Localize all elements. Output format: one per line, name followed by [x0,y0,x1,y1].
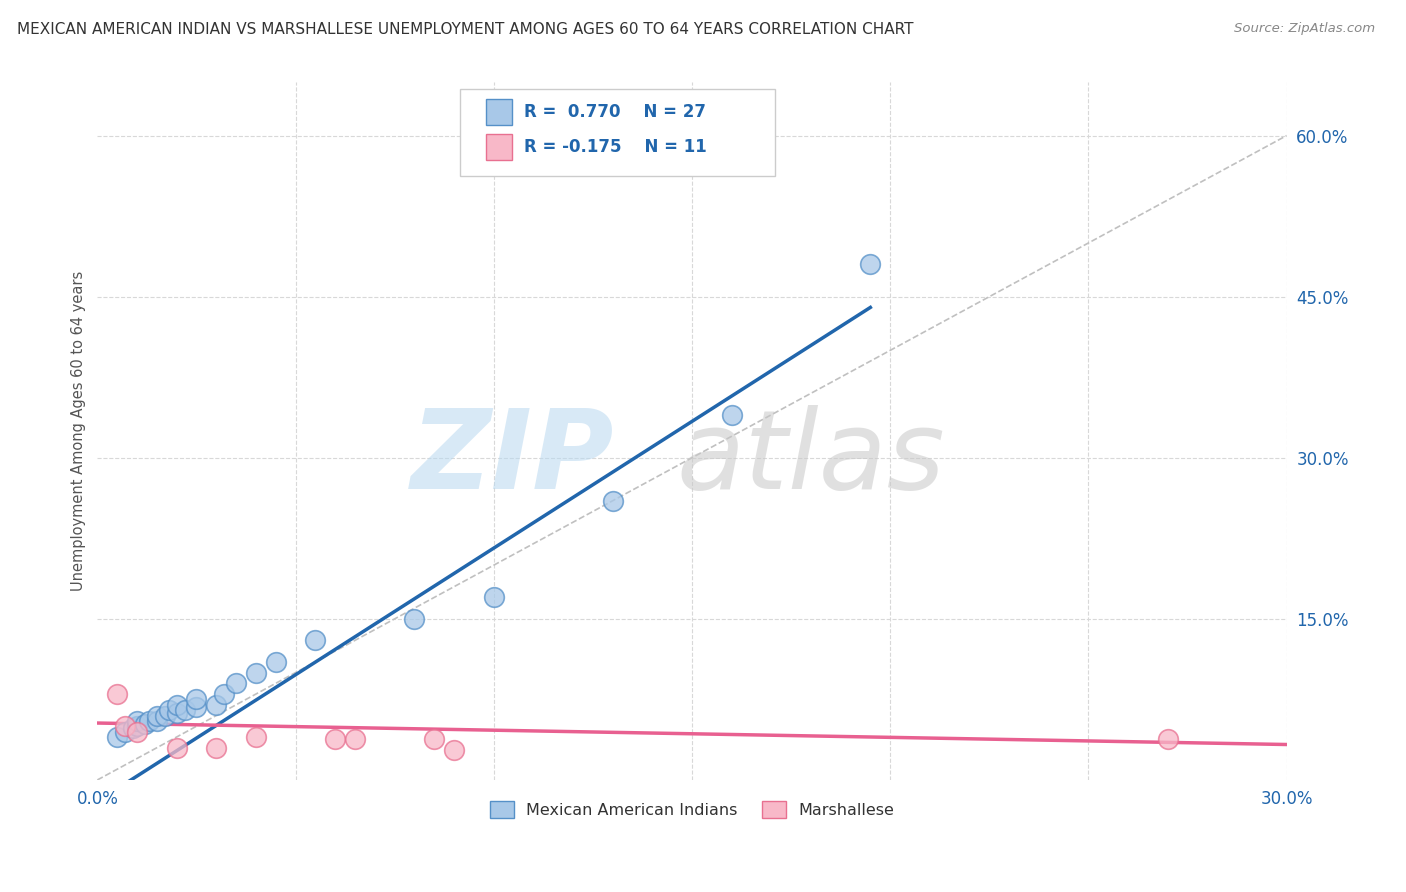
Point [125,719,148,733]
Point [264,655,287,669]
Point [859,257,882,271]
FancyBboxPatch shape [460,89,775,176]
Point [122,722,145,736]
Point [125,724,148,739]
Text: Source: ZipAtlas.com: Source: ZipAtlas.com [1234,22,1375,36]
Text: atlas: atlas [676,405,945,512]
Text: R = -0.175    N = 11: R = -0.175 N = 11 [524,138,707,156]
Point [138,714,160,728]
Point [157,703,180,717]
Point [304,633,326,648]
Point [114,719,136,733]
Point [205,698,228,712]
Point [344,732,367,747]
Point [173,703,195,717]
Point [134,717,156,731]
Point [153,708,176,723]
Point [245,730,267,744]
Point [212,687,235,701]
Point [166,698,188,712]
Y-axis label: Unemployment Among Ages 60 to 64 years: Unemployment Among Ages 60 to 64 years [72,271,86,591]
Text: R =  0.770    N = 27: R = 0.770 N = 27 [524,103,706,121]
Point [186,692,208,706]
Point [146,714,169,728]
Point [114,724,136,739]
Point [146,708,169,723]
Point [105,730,128,744]
Point [225,676,247,690]
Point [125,714,148,728]
Text: MEXICAN AMERICAN INDIAN VS MARSHALLESE UNEMPLOYMENT AMONG AGES 60 TO 64 YEARS CO: MEXICAN AMERICAN INDIAN VS MARSHALLESE U… [17,22,914,37]
Point [602,493,624,508]
Point [205,740,228,755]
Point [105,687,128,701]
Point [186,700,208,714]
FancyBboxPatch shape [486,99,512,125]
FancyBboxPatch shape [486,134,512,161]
Point [443,743,465,757]
Point [720,408,742,422]
Point [1156,732,1178,747]
Point [404,612,426,626]
Point [166,740,188,755]
Point [245,665,267,680]
Point [323,732,346,747]
Point [423,732,446,747]
Point [166,706,188,721]
Legend: Mexican American Indians, Marshallese: Mexican American Indians, Marshallese [484,795,901,824]
Text: ZIP: ZIP [411,405,614,512]
Point [482,591,505,605]
